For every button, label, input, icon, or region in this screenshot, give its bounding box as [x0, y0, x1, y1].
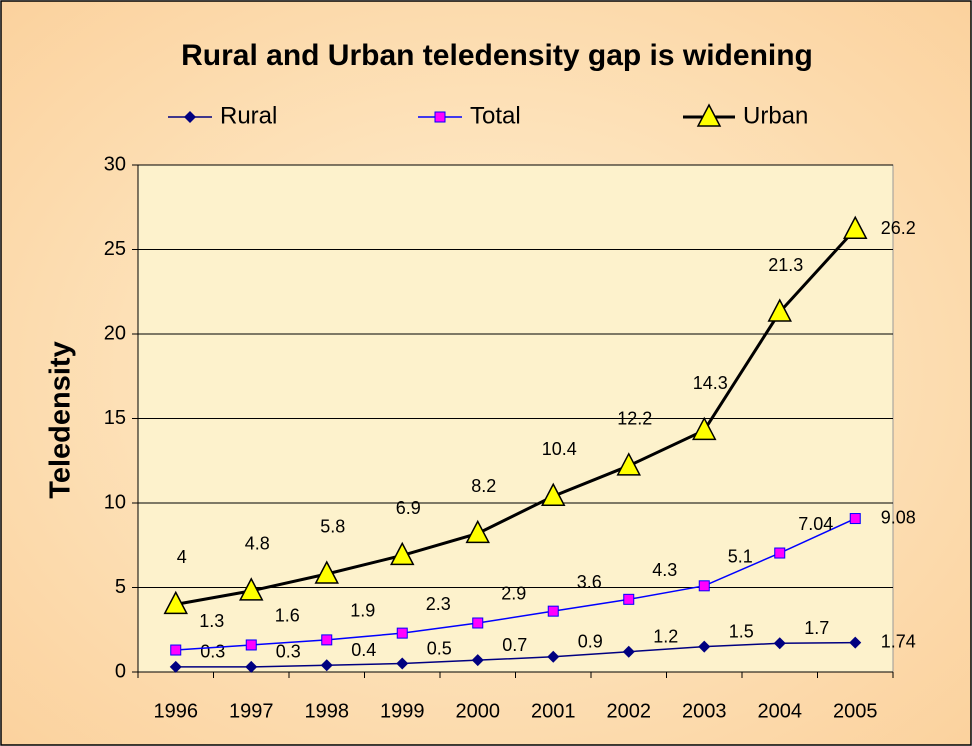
data-label: 12.2: [617, 409, 652, 429]
point: [390, 541, 415, 566]
data-label: 26.2: [881, 218, 916, 238]
chart-title: Rural and Urban teledensity gap is widen…: [181, 39, 813, 72]
data-label: 4.3: [652, 560, 677, 580]
data-label: 1.7: [804, 618, 829, 638]
data-label: 4: [177, 547, 187, 567]
data-label: 1.3: [199, 611, 224, 631]
point: [692, 416, 717, 441]
y-tick-label: 20: [104, 322, 126, 344]
data-label: 7.04: [798, 514, 833, 534]
x-tick-label: 1996: [154, 700, 199, 722]
x-tick-label: 2004: [758, 700, 803, 722]
x-tick-label: 1998: [305, 700, 350, 722]
y-tick-label: 10: [104, 491, 126, 513]
legend-marker: [696, 103, 722, 127]
y-tick-label: 30: [104, 153, 126, 175]
x-tick-label: 2001: [531, 700, 576, 722]
point: [541, 482, 566, 506]
point: [163, 590, 188, 615]
legend-label: Urban: [743, 102, 808, 129]
data-label: 21.3: [768, 255, 803, 275]
point: [774, 547, 786, 559]
series-line: [175, 228, 857, 606]
point: [698, 640, 711, 653]
data-label: 0.4: [351, 640, 376, 660]
x-tick-label: 1999: [380, 700, 425, 722]
point: [396, 627, 408, 639]
data-label: 2.9: [501, 584, 526, 604]
point: [843, 215, 868, 239]
point: [849, 513, 861, 525]
point: [170, 644, 182, 656]
legend-marker: [434, 111, 446, 123]
y-axis-label: Teledensity: [45, 341, 77, 498]
legend-label: Rural: [220, 102, 277, 129]
data-label: 0.5: [427, 638, 452, 658]
point: [547, 605, 559, 617]
point: [622, 645, 635, 658]
point: [773, 637, 786, 650]
point: [320, 659, 333, 672]
x-tick-label: 2003: [682, 700, 727, 722]
y-tick-label: 5: [115, 576, 126, 598]
data-label: 1.5: [729, 621, 754, 641]
point: [239, 577, 264, 601]
data-label: 1.74: [881, 631, 916, 651]
y-tick-label: 0: [115, 660, 126, 682]
data-label: 0.7: [502, 635, 527, 655]
data-label: 3.6: [577, 572, 602, 592]
series-line: [175, 517, 856, 651]
point: [471, 654, 484, 667]
data-label: 9.08: [881, 507, 916, 527]
x-tick-label: 2005: [833, 700, 878, 722]
point: [767, 298, 792, 322]
data-label: 1.9: [350, 601, 375, 621]
y-tick-label: 15: [104, 407, 126, 429]
data-label: 2.3: [426, 594, 451, 614]
data-label: 0.9: [578, 632, 603, 652]
point: [616, 452, 641, 476]
data-label: 14.3: [693, 373, 728, 393]
point: [245, 639, 257, 651]
x-tick-label: 1997: [229, 700, 274, 722]
point: [465, 519, 490, 544]
point: [169, 660, 182, 673]
series-line: [175, 641, 856, 668]
point: [245, 660, 258, 673]
data-label: 1.6: [275, 606, 300, 626]
data-label: 8.2: [471, 476, 496, 496]
data-label: 0.3: [276, 642, 301, 662]
y-tick-label: 25: [104, 238, 126, 260]
data-label: 5.1: [728, 547, 753, 567]
data-label: 6.9: [396, 498, 421, 518]
point: [698, 580, 710, 592]
data-label: 10.4: [542, 439, 577, 459]
data-label: 0.3: [200, 642, 225, 662]
point: [321, 634, 333, 646]
data-label: 1.2: [653, 626, 678, 646]
data-label: 5.8: [320, 517, 345, 537]
x-tick-label: 2002: [607, 700, 652, 722]
point: [849, 636, 862, 649]
point: [547, 650, 560, 663]
point: [623, 593, 635, 605]
legend-label: Total: [470, 102, 521, 129]
point: [314, 560, 339, 584]
data-label: 4.8: [245, 534, 270, 554]
point: [396, 657, 409, 670]
point: [472, 617, 484, 629]
x-tick-label: 2000: [456, 700, 501, 722]
legend-marker: [184, 111, 196, 123]
